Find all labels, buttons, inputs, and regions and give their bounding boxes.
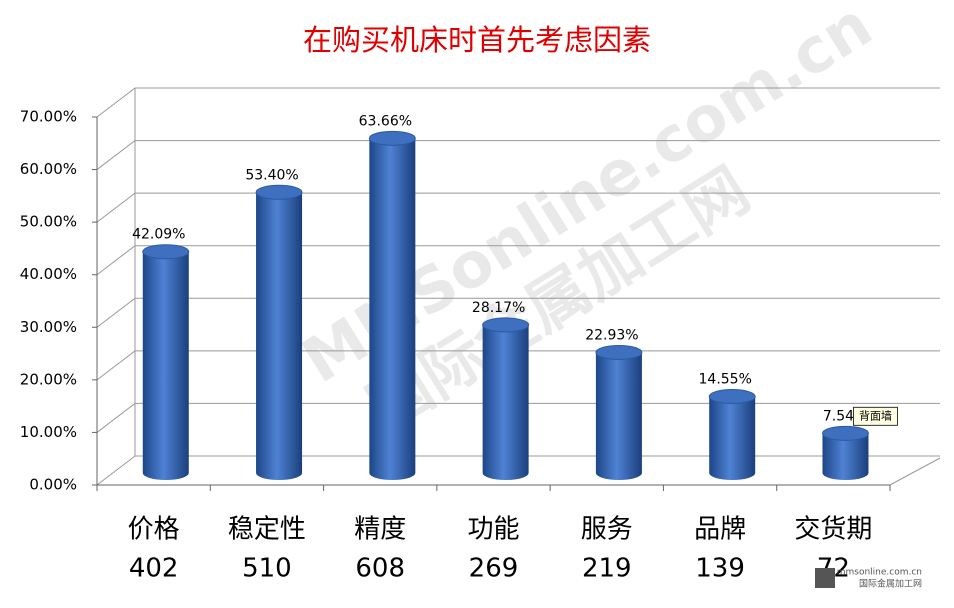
category-count: 269 bbox=[469, 554, 519, 584]
y-tick-label: 40.00% bbox=[20, 265, 77, 283]
chart-title: 在购买机床时首先考虑因素 bbox=[303, 23, 651, 57]
x-tick-label: 服务 bbox=[581, 515, 633, 545]
floor-right bbox=[889, 457, 941, 486]
y-tick-label: 70.00% bbox=[20, 108, 77, 126]
side-grid-line bbox=[96, 87, 136, 118]
side-grid-line bbox=[96, 297, 136, 328]
x-tick-label: 功能 bbox=[467, 515, 519, 545]
y-tick-label: 60.00% bbox=[20, 160, 77, 178]
value-label: 22.93% bbox=[585, 327, 638, 343]
bar-top bbox=[482, 317, 530, 333]
category-count: 510 bbox=[242, 554, 292, 584]
bar bbox=[256, 192, 303, 481]
category-count: 402 bbox=[129, 554, 179, 584]
category-count: 608 bbox=[355, 554, 405, 584]
value-label: 7.54 bbox=[823, 408, 854, 424]
logo-mark bbox=[815, 568, 835, 588]
category-count: 139 bbox=[695, 554, 745, 584]
logo-text-cn: 国际金属加工网 bbox=[859, 578, 922, 590]
bar-top bbox=[368, 130, 416, 146]
tooltip-box bbox=[852, 406, 898, 426]
bar-top bbox=[142, 244, 190, 260]
y-tick-label: 10.00% bbox=[20, 423, 77, 441]
side-grid-line bbox=[96, 140, 136, 170]
logo-text: mmsonline.com.cn bbox=[837, 568, 922, 578]
bar bbox=[482, 324, 529, 480]
y-tick-label: 30.00% bbox=[20, 318, 77, 336]
x-tick-label: 价格 bbox=[128, 515, 180, 545]
bar-top bbox=[255, 184, 303, 200]
tooltip: 背面墙 bbox=[859, 408, 892, 422]
category-count: 219 bbox=[582, 554, 632, 584]
bar bbox=[595, 352, 642, 481]
value-label: 63.66% bbox=[359, 113, 412, 129]
side-grid-line bbox=[96, 245, 136, 276]
x-tick-label: 品牌 bbox=[694, 515, 746, 545]
y-tick-label: 50.00% bbox=[20, 213, 77, 231]
side-grid-line bbox=[96, 192, 136, 223]
value-label: 53.40% bbox=[245, 167, 298, 183]
bar bbox=[142, 251, 189, 481]
bar bbox=[822, 433, 869, 481]
y-tick-label: 20.00% bbox=[20, 370, 77, 388]
side-grid-line bbox=[96, 350, 136, 381]
y-tick-label: 0.00% bbox=[29, 476, 77, 494]
x-tick-label: 交货期 bbox=[794, 515, 872, 545]
bar-top bbox=[708, 389, 756, 405]
bar-top bbox=[821, 425, 869, 441]
value-label: 42.09% bbox=[132, 227, 185, 243]
x-tick-label: 精度 bbox=[354, 515, 406, 545]
side-grid-line bbox=[96, 455, 136, 486]
bar-top bbox=[595, 344, 643, 360]
bar bbox=[709, 396, 756, 481]
value-label: 14.55% bbox=[699, 372, 752, 388]
value-label: 28.17% bbox=[472, 300, 525, 316]
side-grid-line bbox=[96, 403, 136, 433]
bar bbox=[369, 138, 416, 481]
x-tick-label: 稳定性 bbox=[228, 515, 306, 545]
